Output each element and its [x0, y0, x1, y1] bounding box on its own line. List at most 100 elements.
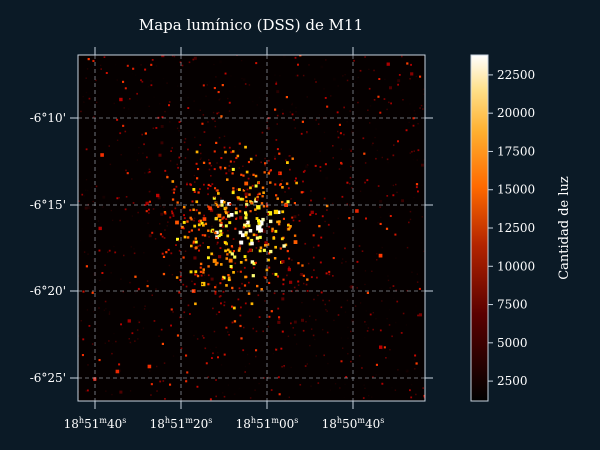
star-point [84, 132, 86, 134]
star-point [359, 190, 362, 192]
star-point [227, 211, 230, 213]
star-point [293, 286, 296, 289]
star-point [330, 95, 332, 97]
star-point [395, 257, 397, 259]
star-point [348, 286, 351, 288]
star-point [346, 121, 348, 123]
star-point [183, 235, 187, 239]
star-point [285, 182, 289, 185]
star-point [341, 262, 343, 264]
star-point [250, 202, 253, 205]
star-point [338, 123, 341, 126]
star-point [413, 110, 416, 112]
star-point [179, 61, 182, 64]
star-point [184, 157, 187, 159]
star-point [219, 204, 222, 207]
star-point [192, 61, 194, 63]
star-point [247, 250, 250, 253]
star-point [148, 168, 151, 171]
star-point [262, 191, 265, 194]
star-point [243, 266, 246, 269]
star-point [180, 347, 183, 350]
star-point [193, 217, 196, 219]
star-point [156, 193, 160, 198]
star-point [193, 283, 196, 286]
star-point [119, 219, 121, 222]
star-point [239, 324, 242, 328]
star-point [243, 255, 247, 258]
star-point [347, 353, 349, 355]
star-point [319, 170, 322, 172]
star-point [175, 185, 178, 188]
star-point [159, 205, 162, 207]
star-point [389, 349, 391, 351]
star-point [241, 60, 243, 62]
star-point [306, 363, 308, 365]
star-point [195, 150, 199, 154]
star-point [323, 88, 325, 90]
star-point [422, 248, 424, 250]
colorbar-tick-label: 2500 [497, 374, 528, 388]
star-point [231, 172, 234, 175]
star-point [159, 103, 161, 105]
star-point [241, 233, 245, 238]
star-point [239, 245, 242, 247]
star-point [342, 347, 344, 349]
star-point [357, 101, 359, 104]
star-point [100, 153, 104, 157]
star-point [187, 107, 190, 109]
star-point [291, 113, 294, 116]
star-point [78, 281, 80, 283]
star-point [178, 249, 181, 252]
star-point [387, 162, 389, 164]
star-point [120, 323, 122, 326]
star-point [92, 200, 94, 203]
x-axis-ticks: 18h51m40s 18h51m20s 18h51m00s 18h50m40s [64, 47, 384, 431]
star-point [299, 274, 302, 276]
star-point [282, 283, 285, 286]
star-point [282, 217, 285, 220]
star-point [91, 186, 93, 188]
star-point [195, 200, 199, 204]
star-point [381, 246, 383, 249]
star-point [221, 225, 224, 228]
star-point [122, 80, 125, 83]
star-point [262, 205, 266, 208]
star-point [413, 197, 415, 199]
star-point [255, 349, 258, 352]
star-point [379, 206, 381, 208]
y-tick-label: -6°10' [30, 111, 66, 125]
star-point [143, 252, 145, 254]
star-point [162, 255, 166, 258]
star-point [278, 318, 280, 320]
star-point [181, 207, 184, 210]
star-point [373, 99, 376, 101]
star-point [119, 132, 122, 135]
star-point [281, 260, 285, 264]
star-point [325, 272, 328, 275]
star-point [194, 136, 196, 139]
star-point [328, 270, 331, 273]
star-point [166, 82, 168, 84]
star-point [332, 257, 335, 260]
star-point [268, 225, 271, 228]
star-point [278, 220, 281, 223]
star-point [287, 187, 290, 190]
star-point [166, 225, 168, 227]
star-point [207, 229, 210, 232]
star-point [219, 98, 221, 100]
star-point [166, 176, 169, 179]
star-point [358, 245, 361, 247]
star-point [265, 95, 267, 97]
star-point [148, 190, 151, 193]
plot-frame [77, 54, 426, 402]
star-point [131, 215, 133, 217]
star-point [226, 234, 230, 238]
star-point [274, 183, 277, 186]
star-point [260, 161, 262, 164]
star-point [292, 327, 294, 329]
star-point [194, 270, 198, 274]
star-point [408, 221, 410, 224]
star-point [155, 288, 157, 290]
star-point [199, 270, 202, 273]
